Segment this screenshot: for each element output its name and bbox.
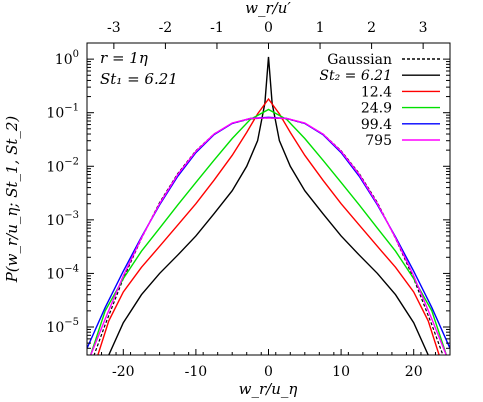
- y-axis-title: P(w_r/u_η; St_1, St_2): [3, 116, 21, 284]
- y-tick-label: 100: [55, 49, 79, 68]
- series-line-2: [97, 97, 440, 355]
- x2-tick-label: 1: [316, 20, 325, 36]
- x-tick-label: -10: [185, 364, 208, 380]
- legend-label: 12.4: [361, 84, 392, 100]
- ticks-layer: [87, 43, 450, 355]
- series-line-1: [108, 56, 429, 355]
- y-tick-label: 10−1: [46, 103, 79, 122]
- legend-label: Gaussian: [327, 52, 392, 68]
- x-tick-label: 0: [264, 364, 273, 380]
- y-tick-label: 10−2: [46, 156, 79, 175]
- y-tick-label: 10−5: [46, 317, 79, 336]
- series-layer: [87, 56, 450, 355]
- series-line-0: [93, 117, 444, 355]
- x2-tick-label: 2: [367, 20, 376, 36]
- plot-frame: [86, 42, 451, 356]
- x-tick-label: 20: [405, 364, 423, 380]
- series-line-4: [87, 116, 450, 349]
- legend-label: 795: [365, 133, 392, 149]
- annotation-r: r = 1η: [100, 49, 148, 67]
- x2-tick-label: 3: [419, 20, 428, 36]
- legend-label: 99.4: [361, 117, 392, 133]
- x2-axis-title: w_r/u′: [245, 0, 291, 17]
- labels-layer: -20 -10 0 10 20-3 -2 -1 0 1 2 310−510−410−310−210−…: [46, 20, 427, 380]
- annotation-st1: St₁ = 6.21: [100, 70, 178, 88]
- series-line-3: [89, 108, 448, 355]
- legend-label: 24.9: [361, 101, 392, 117]
- legend-label: St₂ = 6.21: [319, 68, 392, 84]
- x-tick-label: 10: [332, 364, 350, 380]
- series-line-5: [90, 117, 447, 355]
- x2-tick-label: -3: [107, 20, 121, 36]
- x2-tick-label: -1: [210, 20, 224, 36]
- x-tick-label: -20: [112, 364, 135, 380]
- x2-tick-label: -2: [159, 20, 173, 36]
- y-tick-label: 10−4: [46, 263, 79, 282]
- y-tick-label: 10−3: [46, 210, 79, 229]
- x2-tick-label: 0: [264, 20, 273, 36]
- x-axis-title: w_r/u_η: [239, 380, 298, 398]
